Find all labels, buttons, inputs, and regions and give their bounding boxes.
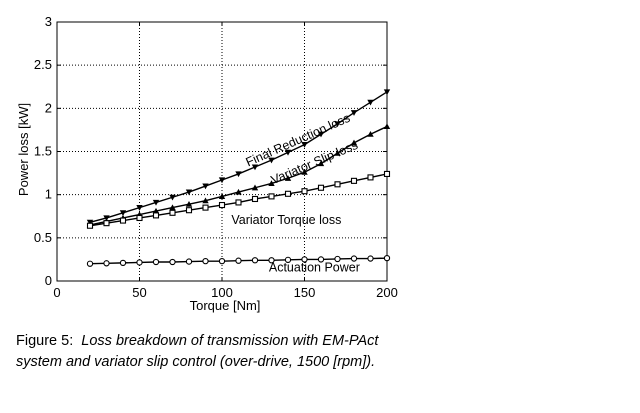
data-point <box>367 131 374 137</box>
data-point <box>103 220 110 227</box>
data-point <box>334 255 341 263</box>
x-tick-label: 100 <box>211 285 233 300</box>
data-point <box>202 183 209 190</box>
x-tick-label: 200 <box>376 285 398 300</box>
data-point <box>334 150 341 156</box>
data-point <box>350 110 358 116</box>
y-axis-title: Power loss [kW] <box>16 103 31 196</box>
data-point <box>119 259 127 267</box>
data-point <box>136 205 143 211</box>
data-point <box>152 212 160 219</box>
x-tick-label: 50 <box>132 285 146 300</box>
data-point <box>334 121 341 128</box>
data-point <box>350 139 358 146</box>
data-point <box>301 142 308 148</box>
data-point <box>218 257 226 265</box>
data-point <box>317 184 325 191</box>
data-point <box>350 177 358 184</box>
y-tick-label: 2 <box>45 100 52 115</box>
x-tick-label: 150 <box>294 285 316 300</box>
data-point <box>152 207 160 214</box>
data-point <box>268 157 275 164</box>
data-point <box>218 193 226 199</box>
data-point <box>251 164 259 171</box>
data-point <box>202 204 209 211</box>
y-tick-label: 0 <box>45 273 52 288</box>
data-point <box>251 184 259 191</box>
data-point <box>251 257 259 264</box>
caption-label: Figure 5: <box>16 333 74 349</box>
data-point <box>202 257 209 265</box>
data-point <box>301 188 308 195</box>
data-point <box>367 255 374 262</box>
data-point <box>185 189 193 196</box>
data-point <box>367 174 374 181</box>
data-point <box>185 207 193 214</box>
series-actuation-power <box>86 254 391 267</box>
y-tick-label: 1 <box>45 187 52 202</box>
data-point <box>301 169 308 175</box>
annotation-label: Variator Torque loss <box>231 213 341 227</box>
data-point <box>317 160 325 167</box>
data-point <box>169 209 176 216</box>
data-point <box>235 257 242 264</box>
data-point <box>334 181 341 188</box>
data-point <box>185 200 193 207</box>
data-point <box>119 210 127 216</box>
data-point <box>235 199 242 206</box>
data-point <box>235 188 242 195</box>
data-point <box>103 260 110 267</box>
data-point <box>235 171 242 178</box>
data-point <box>202 197 209 204</box>
y-tick-label: 2.5 <box>34 57 52 72</box>
data-point <box>383 123 391 130</box>
data-point <box>367 99 374 106</box>
x-tick-label: 0 <box>53 285 60 300</box>
data-point <box>152 258 160 266</box>
data-point <box>317 256 325 263</box>
data-point <box>317 131 325 138</box>
data-point <box>284 149 292 156</box>
x-axis-title: Torque [Nm] <box>190 298 261 313</box>
y-tick-label: 0.5 <box>34 230 52 245</box>
data-point <box>218 201 226 209</box>
y-tick-label: 1.5 <box>34 144 52 159</box>
data-point <box>383 254 391 262</box>
caption-text: Loss breakdown of transmission with EM-P… <box>16 333 379 370</box>
data-point <box>218 177 226 184</box>
data-point <box>268 180 275 187</box>
data-point <box>284 175 292 181</box>
chart-canvas: 0 50 100 150 200 0 0.5 1 1.5 2 2.5 3 Torque [Nm] Powe… <box>16 14 398 313</box>
data-point <box>284 256 292 263</box>
data-point <box>136 259 143 266</box>
data-point <box>268 193 275 200</box>
y-tick-label: 3 <box>45 14 52 29</box>
data-point <box>152 199 160 206</box>
data-point <box>284 190 292 197</box>
data-point <box>169 204 176 211</box>
annotation-label: Actuation Power <box>269 261 360 275</box>
data-point <box>185 258 193 265</box>
data-point <box>268 257 275 264</box>
data-point <box>301 256 308 263</box>
data-point <box>86 222 94 229</box>
data-point <box>169 194 176 201</box>
data-point <box>169 258 176 266</box>
data-point <box>251 195 259 203</box>
series-final-reduction-loss <box>86 89 391 226</box>
data-point <box>119 217 127 224</box>
data-point <box>350 255 358 262</box>
data-point <box>86 260 94 267</box>
series-variator-torque-loss <box>86 170 391 229</box>
data-point <box>383 89 391 96</box>
data-point <box>136 214 143 222</box>
data-point <box>383 170 391 177</box>
figure-caption: Figure 5: Loss breakdown of transmission… <box>16 331 416 373</box>
